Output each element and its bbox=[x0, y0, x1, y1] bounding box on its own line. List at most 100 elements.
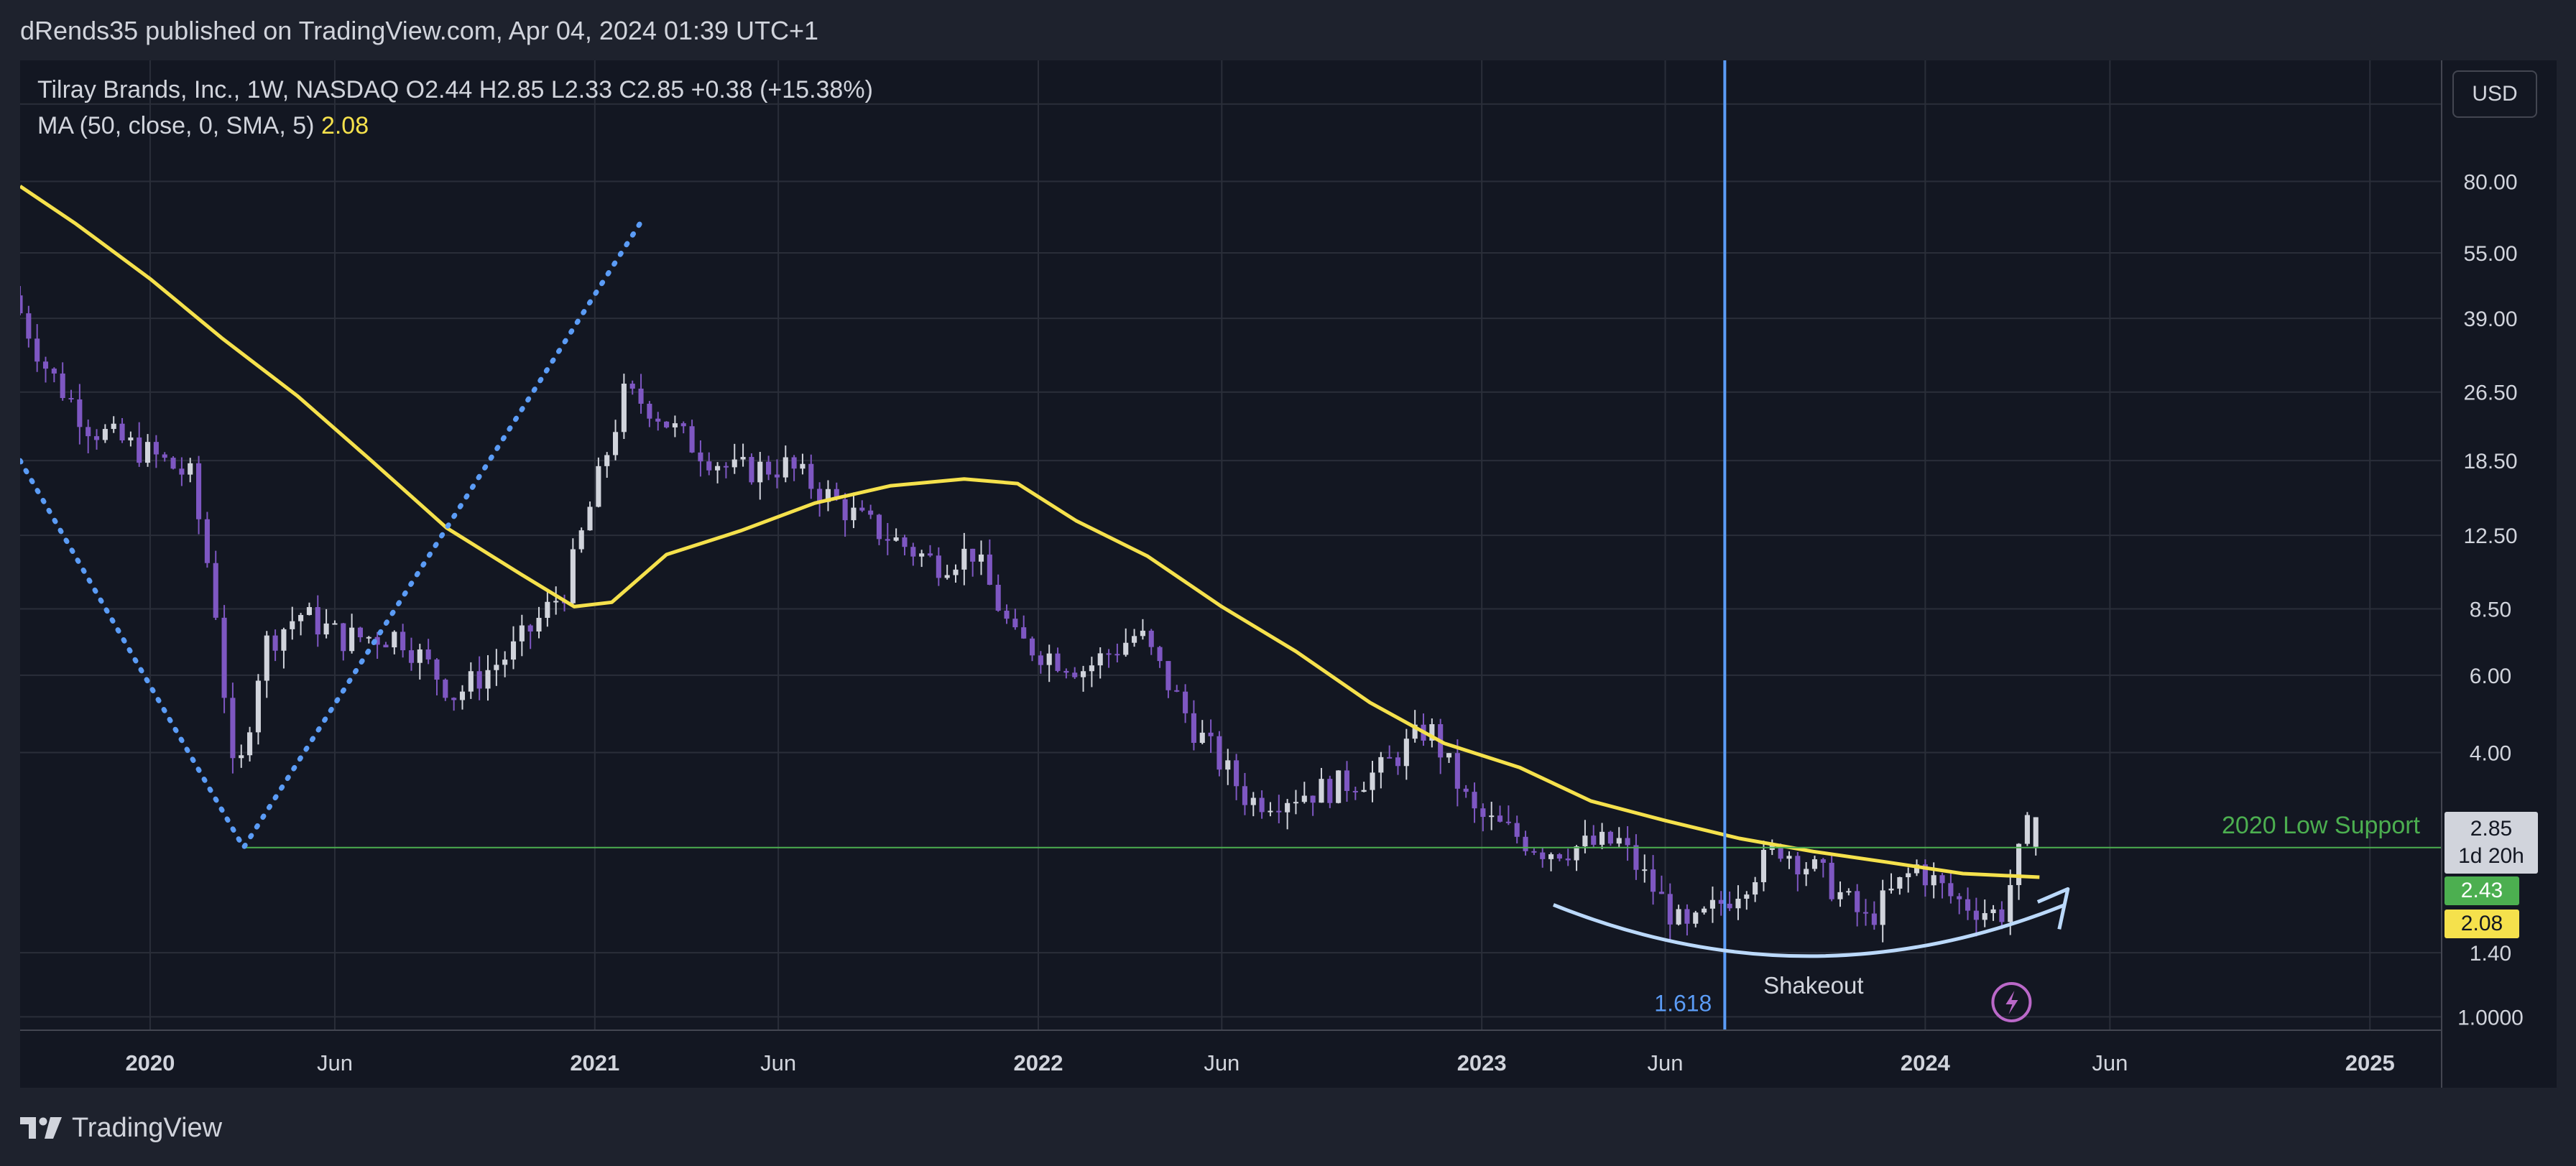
candle bbox=[1702, 906, 1707, 915]
candle bbox=[1897, 876, 1903, 895]
candle-body bbox=[179, 468, 185, 475]
candle bbox=[596, 457, 601, 508]
candle-body bbox=[1591, 836, 1597, 845]
candle-body bbox=[264, 635, 269, 681]
candle-body bbox=[1948, 883, 1954, 897]
candle bbox=[1310, 795, 1316, 816]
candle-body bbox=[1607, 831, 1613, 844]
candle bbox=[1242, 772, 1247, 815]
candle bbox=[1489, 801, 1495, 830]
candle-body bbox=[1871, 913, 1877, 925]
candle-body bbox=[425, 649, 431, 660]
candle bbox=[1225, 749, 1231, 785]
candle bbox=[20, 286, 23, 315]
candle-body bbox=[1599, 831, 1605, 845]
last-price-tag: 2.85 1d 20h bbox=[2445, 812, 2538, 874]
candle bbox=[1072, 667, 1078, 680]
candle-body bbox=[1676, 909, 1681, 925]
candle-body bbox=[885, 539, 890, 541]
candle-body bbox=[1999, 909, 2005, 922]
candle bbox=[731, 443, 737, 474]
candle bbox=[1718, 891, 1724, 916]
candle bbox=[621, 374, 627, 439]
time-axis-label: 2025 bbox=[2345, 1050, 2395, 1075]
candle bbox=[1199, 720, 1205, 745]
price-axis-label: 1.40 bbox=[2470, 942, 2511, 966]
candle bbox=[1319, 767, 1324, 803]
shakeout-arrowhead bbox=[2036, 887, 2070, 930]
time-axis-label: Jun bbox=[1648, 1050, 1684, 1075]
candle-body bbox=[1412, 724, 1418, 739]
candle bbox=[1370, 761, 1375, 802]
candle-body bbox=[1965, 899, 1971, 911]
candle bbox=[102, 424, 108, 443]
candle-body bbox=[1225, 760, 1231, 770]
candle-body bbox=[1352, 790, 1358, 792]
candle bbox=[1174, 685, 1180, 693]
candle bbox=[357, 626, 364, 642]
candle bbox=[1336, 770, 1342, 804]
tradingview-logo[interactable]: TradingView bbox=[20, 1109, 222, 1147]
candle bbox=[944, 565, 950, 580]
candle bbox=[876, 514, 882, 545]
candle bbox=[698, 440, 703, 477]
candle bbox=[34, 324, 40, 372]
candle-body bbox=[596, 466, 601, 507]
candle bbox=[1123, 628, 1129, 657]
candle bbox=[791, 455, 797, 481]
candle-body bbox=[995, 584, 1001, 611]
candle-body bbox=[1072, 672, 1078, 677]
ma-indicator-legend[interactable]: MA (50, close, 0, SMA, 5) 2.08 bbox=[37, 108, 873, 144]
candle-body bbox=[86, 427, 91, 437]
candle bbox=[1820, 858, 1826, 878]
candle bbox=[1693, 910, 1699, 927]
candle-body bbox=[825, 489, 831, 502]
time-axis-label: 2020 bbox=[125, 1050, 175, 1075]
candle bbox=[1301, 782, 1307, 804]
candle bbox=[953, 564, 959, 583]
candle bbox=[485, 654, 491, 701]
candle bbox=[315, 595, 320, 647]
time-axis-label: Jun bbox=[2092, 1050, 2128, 1075]
candle-body bbox=[374, 637, 380, 645]
candle bbox=[1523, 830, 1528, 856]
candle bbox=[868, 504, 874, 519]
candle bbox=[1029, 636, 1035, 662]
candle bbox=[341, 623, 346, 661]
candle bbox=[1514, 815, 1520, 843]
candle-body bbox=[868, 510, 874, 515]
candle-body bbox=[629, 384, 635, 389]
candle bbox=[1855, 884, 1860, 927]
candle bbox=[766, 455, 772, 481]
candle-body bbox=[1753, 882, 1758, 895]
candle bbox=[1446, 753, 1452, 763]
candle bbox=[179, 457, 185, 486]
candle-body bbox=[281, 629, 287, 651]
candle-body bbox=[800, 463, 805, 469]
candle bbox=[1208, 719, 1214, 753]
candle-body bbox=[1684, 909, 1690, 924]
candle bbox=[1183, 684, 1188, 723]
candle-body bbox=[443, 680, 448, 698]
candle-body bbox=[128, 437, 134, 440]
candle bbox=[1607, 830, 1613, 846]
candle-body bbox=[1268, 810, 1273, 813]
candle bbox=[1973, 897, 1979, 937]
price-axis-label: 80.00 bbox=[2463, 171, 2517, 195]
candle-body bbox=[919, 553, 925, 557]
candle-body bbox=[1820, 859, 1826, 863]
candle-body bbox=[1132, 636, 1137, 643]
lightning-icon[interactable] bbox=[1991, 981, 2032, 1022]
candle-body bbox=[1642, 869, 1648, 871]
candle bbox=[374, 631, 380, 659]
candle-body bbox=[1183, 691, 1188, 713]
candle bbox=[1811, 855, 1818, 871]
candle-body bbox=[527, 625, 533, 631]
currency-button[interactable]: USD bbox=[2452, 70, 2537, 118]
candle-body bbox=[366, 637, 371, 639]
candle-body bbox=[978, 554, 984, 562]
candle-body bbox=[1906, 873, 1911, 878]
candle-body bbox=[1378, 756, 1384, 773]
